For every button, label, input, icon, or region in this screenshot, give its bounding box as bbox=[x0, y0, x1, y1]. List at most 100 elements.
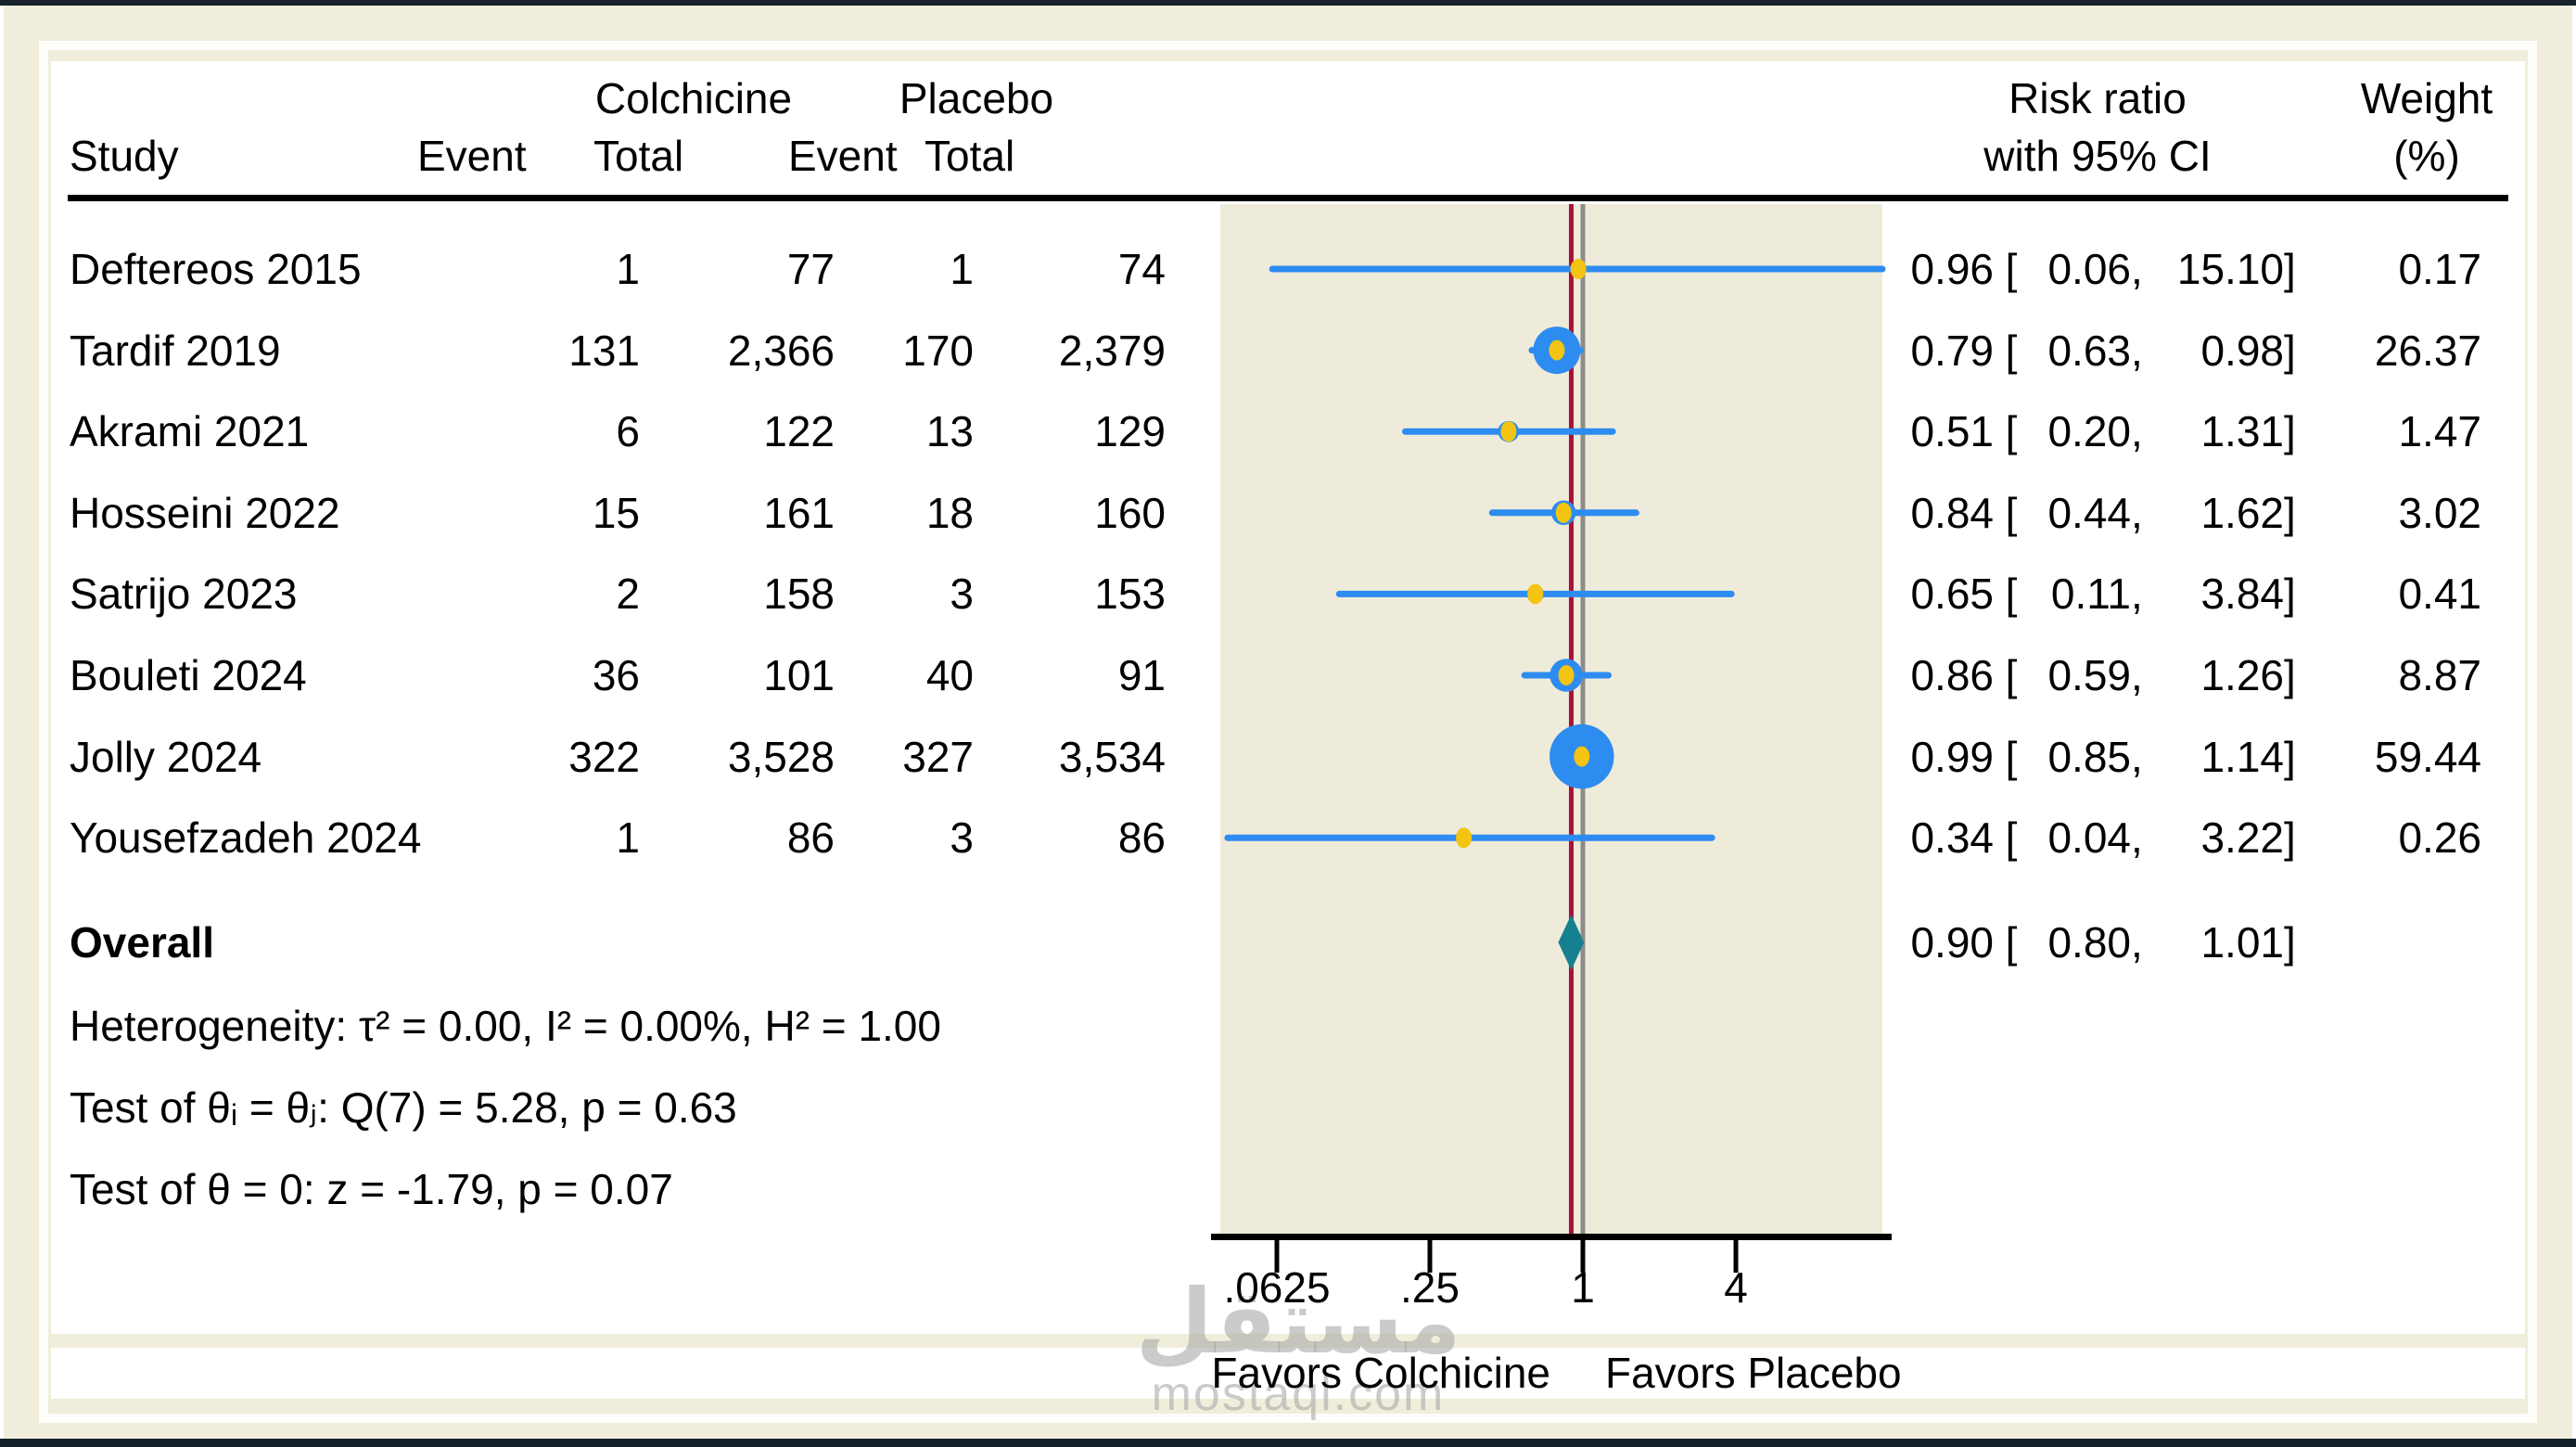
header-weight-pct: (%) bbox=[2393, 132, 2460, 180]
ctrl-event-value: 3 bbox=[950, 813, 974, 863]
ctrl-total-value: 74 bbox=[1117, 245, 1166, 293]
ctrl-total-value: 86 bbox=[1117, 813, 1166, 863]
study-row: Akrami 2021 6 122 13 129 0.51 [ 0.20 , 1… bbox=[0, 405, 2576, 457]
rr-ci-high: 1.26 bbox=[2200, 651, 2284, 699]
rr-ci-high: 3.84 bbox=[2200, 570, 2284, 619]
rr-comma: , bbox=[2131, 651, 2143, 699]
header-weight: Weight bbox=[2360, 74, 2493, 122]
study-name: Akrami 2021 bbox=[70, 407, 310, 456]
window-top-edge bbox=[0, 0, 2576, 6]
rr-bracket-close: ] bbox=[2284, 326, 2296, 375]
rr-ci-low: 0.04 bbox=[2047, 813, 2131, 863]
plot-area-background bbox=[1220, 204, 1882, 1234]
rr-ci-low: 0.63 bbox=[2047, 326, 2131, 375]
watermark-arabic: مستقل bbox=[1135, 1273, 1461, 1372]
rr-bracket-open: [ bbox=[2005, 732, 2018, 781]
weight-value: 26.37 bbox=[2374, 326, 2481, 375]
z-test-stats: Test of θ = 0: z = -1.79, p = 0.07 bbox=[70, 1165, 673, 1213]
ctrl-event-value: 1 bbox=[950, 245, 974, 293]
weight-value: 8.87 bbox=[2398, 651, 2481, 699]
treat-total-value: 101 bbox=[763, 651, 835, 699]
overall-label: Overall bbox=[70, 918, 214, 967]
header-treat-event: Event bbox=[417, 132, 527, 180]
header-treat-total: Total bbox=[593, 132, 684, 180]
rr-comma: , bbox=[2131, 813, 2143, 863]
rr-comma: , bbox=[2131, 570, 2143, 619]
rr-ci-low: 0.20 bbox=[2047, 407, 2131, 456]
treat-event-value: 36 bbox=[592, 651, 640, 699]
weight-value: 0.26 bbox=[2398, 813, 2481, 863]
watermark-domain: mostaql.com bbox=[1151, 1367, 1446, 1421]
rr-comma: , bbox=[2131, 732, 2143, 781]
x-tick-label: 1 bbox=[1571, 1263, 1595, 1312]
rr-estimate: 0.34 bbox=[1910, 813, 1994, 863]
rr-bracket-close: ] bbox=[2284, 651, 2296, 699]
study-name: Jolly 2024 bbox=[70, 732, 262, 781]
q-test-stats: Test of θᵢ = θⱼ: Q(7) = 5.28, p = 0.63 bbox=[70, 1083, 737, 1132]
study-row: Jolly 2024 322 3,528 327 3,534 0.99 [ 0.… bbox=[0, 731, 2576, 783]
study-name: Satrijo 2023 bbox=[70, 570, 298, 619]
study-row: Hosseini 2022 15 161 18 160 0.84 [ 0.44 … bbox=[0, 487, 2576, 539]
rr-estimate: 0.96 bbox=[1910, 245, 1994, 293]
treat-event-value: 322 bbox=[568, 732, 640, 781]
overall-row: Overall 0.90 [ 0.80 , 1.01 ] bbox=[0, 916, 2576, 968]
header-study: Study bbox=[70, 132, 179, 180]
study-row: Deftereos 2015 1 77 1 74 0.96 [ 0.06 , 1… bbox=[0, 243, 2576, 295]
rr-estimate: 0.65 bbox=[1910, 570, 1994, 619]
rr-bracket-close: ] bbox=[2284, 488, 2296, 537]
rr-ci-low: 0.06 bbox=[2047, 245, 2131, 293]
weight-value: 0.41 bbox=[2398, 570, 2481, 619]
inner-frame-line bbox=[39, 41, 2537, 1423]
treat-event-value: 131 bbox=[568, 326, 640, 375]
study-name: Bouleti 2024 bbox=[70, 651, 307, 699]
header-treatment-group: Colchicine bbox=[594, 74, 793, 122]
rr-ci-low: 0.85 bbox=[2047, 732, 2131, 781]
rr-ci-high: 1.31 bbox=[2200, 407, 2284, 456]
treat-event-value: 2 bbox=[616, 570, 640, 619]
ctrl-total-value: 3,534 bbox=[1058, 732, 1166, 781]
ctrl-event-value: 40 bbox=[925, 651, 974, 699]
rr-comma: , bbox=[2131, 245, 2143, 293]
rr-ci-high: 0.98 bbox=[2200, 326, 2284, 375]
rr-bracket-open: [ bbox=[2005, 488, 2018, 537]
rr-bracket-open: [ bbox=[2005, 326, 2018, 375]
ctrl-event-value: 170 bbox=[902, 326, 974, 375]
rr-bracket-close: ] bbox=[2284, 732, 2296, 781]
study-row: Yousefzadeh 2024 1 86 3 86 0.34 [ 0.04 ,… bbox=[0, 812, 2576, 864]
overall-rr-estimate: 0.90 bbox=[1910, 918, 1994, 967]
rr-bracket-open: [ bbox=[2005, 570, 2018, 619]
heterogeneity-stats: Heterogeneity: τ² = 0.00, I² = 0.00%, H²… bbox=[70, 1002, 941, 1050]
ctrl-total-value: 153 bbox=[1094, 570, 1166, 619]
rr-estimate: 0.99 bbox=[1910, 732, 1994, 781]
rr-ci-low: 0.59 bbox=[2047, 651, 2131, 699]
rr-ci-high: 3.22 bbox=[2200, 813, 2284, 863]
weight-value: 0.17 bbox=[2398, 245, 2481, 293]
study-name: Deftereos 2015 bbox=[70, 245, 362, 293]
ctrl-total-value: 129 bbox=[1094, 407, 1166, 456]
rr-comma: , bbox=[2131, 326, 2143, 375]
overall-rr-ci-low: 0.80 bbox=[2047, 918, 2131, 967]
header-risk-ratio: Risk ratio bbox=[2009, 74, 2187, 122]
rr-ci-high: 1.14 bbox=[2200, 732, 2284, 781]
study-row: Satrijo 2023 2 158 3 153 0.65 [ 0.11 , 3… bbox=[0, 568, 2576, 620]
header-control-group: Placebo bbox=[899, 74, 1054, 122]
rr-comma: , bbox=[2131, 918, 2143, 967]
treat-event-value: 6 bbox=[616, 407, 640, 456]
weight-value: 59.44 bbox=[2374, 732, 2481, 781]
rr-ci-high: 15.10 bbox=[2176, 245, 2284, 293]
rr-bracket-close: ] bbox=[2284, 245, 2296, 293]
favors-treatment-label: Favors Colchicine bbox=[1211, 1349, 1550, 1397]
study-name: Yousefzadeh 2024 bbox=[70, 813, 422, 863]
watermark: مستقل mostaql.com bbox=[1076, 1273, 1521, 1422]
rr-estimate: 0.84 bbox=[1910, 488, 1994, 537]
treat-total-value: 161 bbox=[763, 488, 835, 537]
study-row: Bouleti 2024 36 101 40 91 0.86 [ 0.59 , … bbox=[0, 649, 2576, 701]
treat-total-value: 158 bbox=[763, 570, 835, 619]
rr-ci-high: 1.62 bbox=[2200, 488, 2284, 537]
treat-event-value: 15 bbox=[592, 488, 640, 537]
ctrl-event-value: 327 bbox=[902, 732, 974, 781]
treat-total-value: 77 bbox=[786, 245, 835, 293]
rr-bracket-close: ] bbox=[2284, 918, 2296, 967]
study-name: Hosseini 2022 bbox=[70, 488, 340, 537]
